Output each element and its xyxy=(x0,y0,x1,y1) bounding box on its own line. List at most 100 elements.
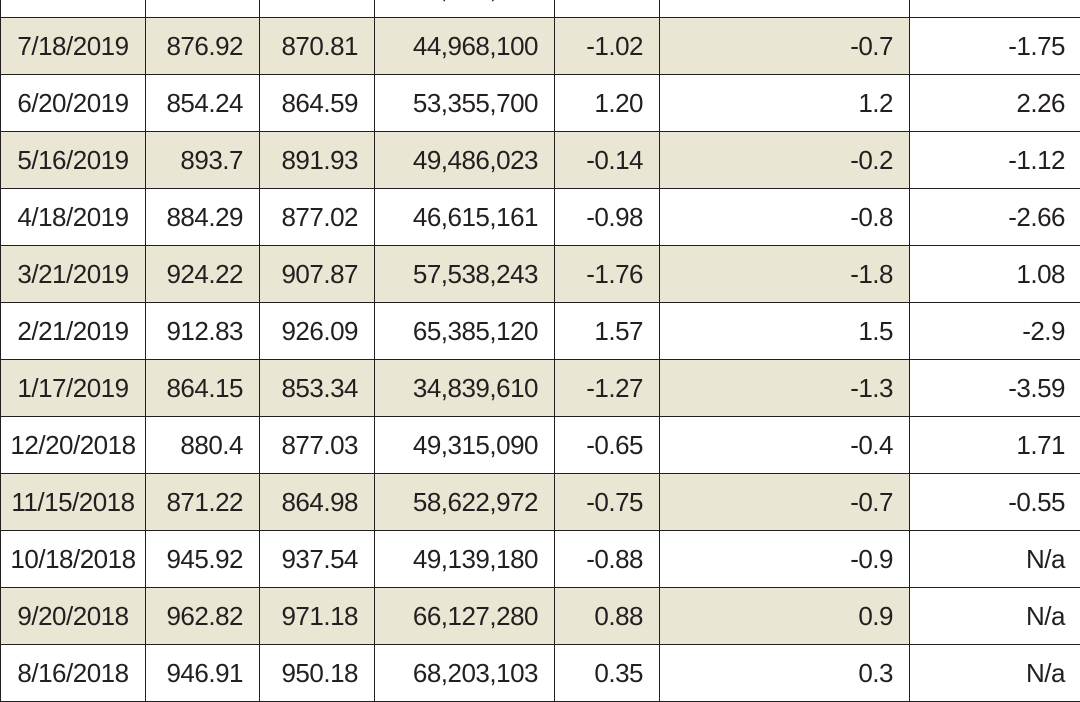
value-a-cell: 864.15 xyxy=(146,360,260,417)
value-b-cell: 864.59 xyxy=(260,75,375,132)
last-cell: 1.71 xyxy=(910,417,1080,474)
change-cell: 1.20 xyxy=(555,75,660,132)
change-rounded-cell: 1.5 xyxy=(660,303,910,360)
change-cell: 1.57 xyxy=(555,303,660,360)
value-b-cell: 891.93 xyxy=(260,132,375,189)
value-a-cell: 945.92 xyxy=(146,531,260,588)
value-a-cell: 884.29 xyxy=(146,189,260,246)
last-cell: -2.9 xyxy=(910,303,1080,360)
last-cell: -2.66 xyxy=(910,189,1080,246)
value-a-cell: 893.7 xyxy=(146,132,260,189)
date-cell: 4/18/2019 xyxy=(1,189,146,246)
change-rounded-cell: -0.4 xyxy=(660,417,910,474)
last-cell: N/a xyxy=(910,645,1080,702)
value-a-cell: 880.4 xyxy=(146,417,260,474)
last-cell: -1.75 xyxy=(910,18,1080,75)
volume-cell: 34,839,610 xyxy=(375,360,555,417)
value-b-cell: 950.18 xyxy=(260,645,375,702)
change-cell: -1.02 xyxy=(555,18,660,75)
change-rounded-cell: -0.2 xyxy=(660,132,910,189)
date-cell: 12/20/2018 xyxy=(1,417,146,474)
last-cell: -0.55 xyxy=(910,474,1080,531)
value-a-cell: 924.22 xyxy=(146,246,260,303)
change-cell: -0.75 xyxy=(555,474,660,531)
last-cell: 2.26 xyxy=(910,75,1080,132)
last-cell: 2.74 xyxy=(910,0,1080,18)
volume-cell: 49,486,023 xyxy=(375,132,555,189)
value-a-cell: 854.24 xyxy=(146,75,260,132)
date-cell: 10/18/2018 xyxy=(1,531,146,588)
value-b-cell: 864.98 xyxy=(260,474,375,531)
value-b-cell: 853.34 xyxy=(260,360,375,417)
date-cell: 3/21/2019 xyxy=(1,246,146,303)
volume-cell: 53,355,700 xyxy=(375,75,555,132)
change-cell: -0.14 xyxy=(555,132,660,189)
date-cell: 5/16/2019 xyxy=(1,132,146,189)
last-cell: N/a xyxy=(910,588,1080,645)
volume-cell: 68,203,103 xyxy=(375,645,555,702)
change-rounded-cell: -1.8 xyxy=(660,246,910,303)
date-cell: 1/17/2019 xyxy=(1,360,146,417)
volume-cell: 57,538,243 xyxy=(375,246,555,303)
volume-cell: 58,622,972 xyxy=(375,474,555,531)
value-a-cell: 876.92 xyxy=(146,18,260,75)
volume-cell: 49,315,090 xyxy=(375,417,555,474)
date-cell: 11/15/2018 xyxy=(1,474,146,531)
value-a-cell: 946.91 xyxy=(146,645,260,702)
value-a-cell: 871.22 xyxy=(146,474,260,531)
change-rounded-cell: 0.3 xyxy=(660,645,910,702)
change-rounded-cell: -0.9 xyxy=(660,531,910,588)
change-rounded-cell: 1.2 xyxy=(660,75,910,132)
volume-cell: 50,396,909 xyxy=(375,0,555,18)
change-rounded-cell: -1.3 xyxy=(660,360,910,417)
date-cell: 8/16/2018 xyxy=(1,645,146,702)
value-b-cell: 877.02 xyxy=(260,189,375,246)
volume-cell: 49,139,180 xyxy=(375,531,555,588)
volume-cell: 44,968,100 xyxy=(375,18,555,75)
change-cell: 0.35 xyxy=(555,645,660,702)
value-a-cell: 962.82 xyxy=(146,588,260,645)
date-cell: 8/15/2019 xyxy=(1,0,146,18)
value-b-cell: 971.18 xyxy=(260,588,375,645)
change-rounded-cell: -0.7 xyxy=(660,18,910,75)
value-b-cell: 870.81 xyxy=(260,18,375,75)
volume-cell: 65,385,120 xyxy=(375,303,555,360)
date-cell: 9/20/2018 xyxy=(1,588,146,645)
value-b-cell: 870.78 xyxy=(260,0,375,18)
value-a-cell: 876.23 xyxy=(146,0,260,18)
value-b-cell: 877.03 xyxy=(260,417,375,474)
change-rounded-cell: -0.8 xyxy=(660,189,910,246)
last-cell: -3.59 xyxy=(910,360,1080,417)
change-cell: -1.27 xyxy=(555,360,660,417)
change-cell: -0.98 xyxy=(555,189,660,246)
change-cell: -0.88 xyxy=(555,531,660,588)
table-row: 8/15/2019876.23870.7850,396,9091.71.72.7… xyxy=(1,0,1080,18)
volume-cell: 46,615,161 xyxy=(375,189,555,246)
value-b-cell: 907.87 xyxy=(260,246,375,303)
change-rounded-cell: 0.9 xyxy=(660,588,910,645)
value-a-cell: 912.83 xyxy=(146,303,260,360)
value-b-cell: 937.54 xyxy=(260,531,375,588)
volume-cell: 66,127,280 xyxy=(375,588,555,645)
date-cell: 7/18/2019 xyxy=(1,18,146,75)
change-cell: 0.88 xyxy=(555,588,660,645)
change-rounded-cell: -0.7 xyxy=(660,474,910,531)
value-b-cell: 926.09 xyxy=(260,303,375,360)
change-cell: -0.65 xyxy=(555,417,660,474)
last-cell: 1.08 xyxy=(910,246,1080,303)
change-cell: 1.7 xyxy=(555,0,660,18)
date-cell: 2/21/2019 xyxy=(1,303,146,360)
change-rounded-cell: 1.7 xyxy=(660,0,910,18)
